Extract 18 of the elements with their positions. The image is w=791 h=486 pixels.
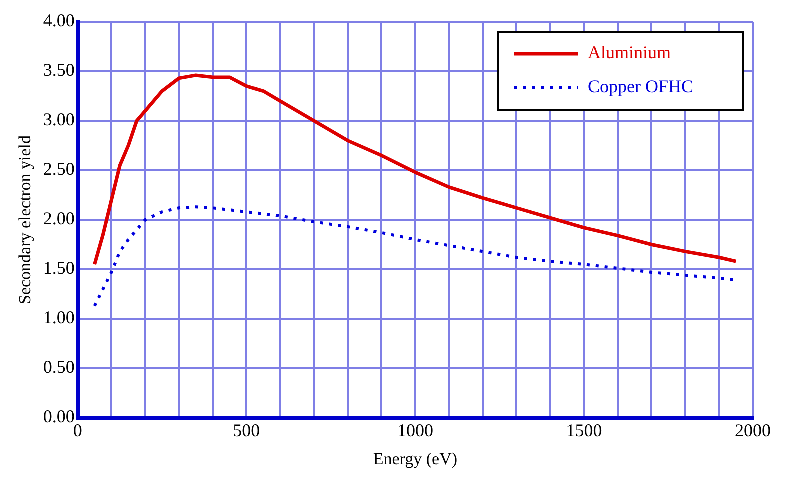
y-tick-label: 1.50 xyxy=(43,258,75,278)
x-tick-label: 1500 xyxy=(566,420,602,441)
x-tick-label: 500 xyxy=(233,420,260,441)
x-tick-label: 2000 xyxy=(735,420,771,441)
y-tick-label: 2.50 xyxy=(43,159,75,180)
x-axis-title: Energy (eV) xyxy=(373,449,458,468)
y-tick-label: 3.50 xyxy=(43,60,75,80)
y-tick-label: 4.00 xyxy=(43,10,75,31)
y-axis-title: Secondary electron yield xyxy=(16,135,35,304)
y-tick-label: 0.00 xyxy=(43,406,75,427)
y-tick-label: 2.00 xyxy=(43,208,75,229)
y-tick-label: 0.50 xyxy=(43,357,75,378)
y-tick-label: 3.00 xyxy=(43,110,75,130)
legend-label: Copper OFHC xyxy=(588,76,694,97)
x-tick-label: 1000 xyxy=(397,420,434,441)
y-tick-label: 1.00 xyxy=(43,308,75,328)
legend-label: Aluminium xyxy=(588,42,672,63)
x-tick-label: 0 xyxy=(73,420,82,441)
